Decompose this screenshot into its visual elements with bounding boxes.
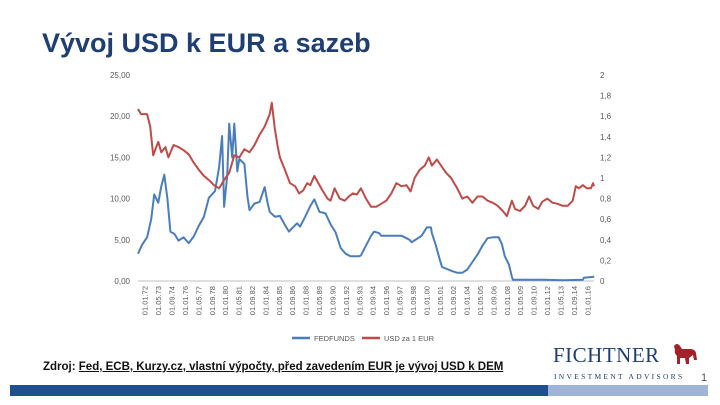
- footer-bar-dark: [10, 385, 548, 396]
- x-tick-label: 01.01.04: [463, 286, 472, 315]
- chart-series: [137, 101, 595, 282]
- x-tick-label: 01.05.77: [194, 286, 203, 315]
- footer-bar-light: [548, 385, 708, 396]
- x-tick-label: 01.09.94: [369, 286, 378, 315]
- y-right-tick-label: 1,8: [600, 92, 612, 101]
- x-tick-label: 01.05.01: [436, 286, 445, 315]
- y-left-tick-label: 20,00: [110, 112, 131, 121]
- y-right-tick-label: 1,2: [600, 153, 612, 162]
- x-tick-label: 01.01.72: [141, 286, 150, 315]
- logo-subtitle: INVESTMENT ADVISORS: [554, 372, 685, 381]
- x-tick-label: 01.09.02: [449, 286, 458, 315]
- x-tick-label: 01.09.82: [248, 286, 257, 315]
- x-tick-label: 01.09.86: [288, 286, 297, 315]
- x-tick-label: 01.05.97: [396, 286, 405, 315]
- x-tick-label: 01.05.85: [275, 286, 284, 315]
- x-tick-label: 01.01.08: [503, 286, 512, 315]
- x-tick-label: 01.01.84: [261, 286, 270, 315]
- x-tick-label: 01.01.16: [583, 286, 592, 315]
- source-detail: Fed, ECB, Kurzy.cz, vlastní výpočty, pře…: [78, 361, 504, 373]
- y-left-tick-label: 0,00: [114, 277, 130, 286]
- x-tick-label: 01.05.93: [355, 286, 364, 315]
- x-tick-label: 01.09.14: [570, 286, 579, 315]
- x-tick-label: 01.01.12: [543, 286, 552, 315]
- x-tick-label: 01.01.76: [181, 286, 190, 315]
- x-tick-label: 01.01.80: [221, 286, 230, 315]
- series-line-usd-per-eur: [137, 101, 595, 218]
- company-logo: FICHTNER INVESTMENT ADVISORS: [553, 343, 703, 385]
- source-label: Zdroj: [43, 361, 72, 373]
- x-tick-label: 01.05.05: [476, 286, 485, 315]
- source-note: Zdroj: Fed, ECB, Kurzy.cz, vlastní výpoč…: [43, 361, 504, 373]
- x-tick-label: 01.09.90: [328, 286, 337, 315]
- x-tick-label: 01.05.13: [556, 286, 565, 315]
- y-left-tick-label: 5,00: [114, 236, 130, 245]
- y-right-tick-label: 0: [600, 277, 605, 286]
- y-right-tick-label: 0,2: [600, 256, 612, 265]
- y-right-tick-label: 1,4: [600, 133, 612, 142]
- x-tick-label: 01.09.74: [168, 286, 177, 315]
- y-right-tick-label: 0,8: [600, 195, 612, 204]
- y-right-tick-label: 1: [600, 174, 605, 183]
- y-right-tick-label: 0,4: [600, 236, 612, 245]
- chart-legend: FEDFUNDS USD za 1 EUR: [292, 334, 435, 343]
- y-left-tick-label: 10,00: [110, 195, 131, 204]
- x-tick-label: 01.01.92: [342, 286, 351, 315]
- slide-title: Vývoj USD k EUR a sazeb: [42, 28, 371, 58]
- x-tick-label: 01.01.00: [422, 286, 431, 315]
- legend-label: USD za 1 EUR: [384, 334, 435, 343]
- y-right-tick-label: 0,6: [600, 215, 612, 224]
- x-tick-label: 01.05.81: [235, 286, 244, 315]
- x-tick-label: 01.05.09: [516, 286, 525, 315]
- bull-icon: [674, 344, 697, 364]
- x-tick-label: 01.09.06: [489, 286, 498, 315]
- y-right-tick-label: 1,6: [600, 112, 612, 121]
- page-number: 1: [701, 372, 708, 384]
- logo-name: FICHTNER: [553, 343, 660, 367]
- y-left-tick-label: 25,00: [110, 71, 131, 80]
- y-right-tick-label: 2: [600, 71, 605, 80]
- x-tick-label: 01.05.89: [315, 286, 324, 315]
- x-tick-label: 01.09.10: [530, 286, 539, 315]
- x-tick-label: 01.09.78: [208, 286, 217, 315]
- series-line-fedfunds: [137, 122, 595, 282]
- x-tick-label: 01.09.98: [409, 286, 418, 315]
- x-tick-label: 01.05.73: [154, 286, 163, 315]
- x-tick-label: 01.01.96: [382, 286, 391, 315]
- chart-axes: 0,00 5,00 10,00 15,00 20,00 25,00 0 0,2 0,4 0,6 0,…: [110, 71, 612, 315]
- y-left-tick-label: 15,00: [110, 153, 131, 162]
- legend-label: FEDFUNDS: [314, 334, 355, 343]
- x-tick-label: 01.01.88: [302, 286, 311, 315]
